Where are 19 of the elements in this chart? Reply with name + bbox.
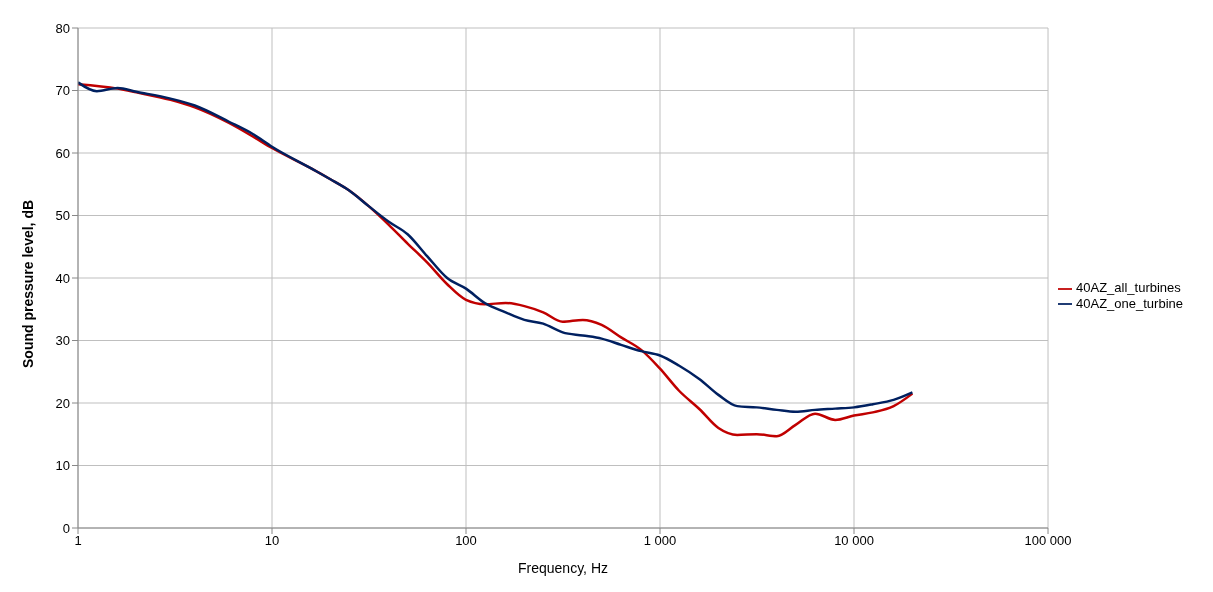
x-axis-title: Frequency, Hz — [518, 560, 609, 576]
y-tick-label: 40 — [55, 270, 70, 286]
legend-label: 40AZ_all_turbines — [1076, 279, 1181, 295]
x-tick-label: 100 — [455, 533, 477, 549]
y-tick-label: 0 — [62, 520, 70, 536]
y-tick-label: 50 — [55, 208, 70, 224]
y-tick-label: 80 — [55, 20, 70, 36]
x-tick-label: 10 — [264, 533, 280, 549]
x-tick-label: 100 000 — [1024, 533, 1072, 549]
y-tick-label: 10 — [55, 458, 70, 474]
legend-label: 40AZ_one_turbine — [1076, 295, 1183, 311]
y-tick-label: 70 — [55, 83, 70, 99]
y-tick-label: 60 — [55, 145, 70, 161]
x-tick-label: 1 000 — [643, 533, 677, 549]
x-tick-label: 10 000 — [834, 533, 874, 549]
y-tick-label: 30 — [55, 333, 70, 349]
x-tick-label: 1 — [74, 533, 82, 549]
y-axis-title: Sound pressure level, dB — [19, 199, 36, 368]
y-tick-label: 20 — [55, 395, 70, 411]
